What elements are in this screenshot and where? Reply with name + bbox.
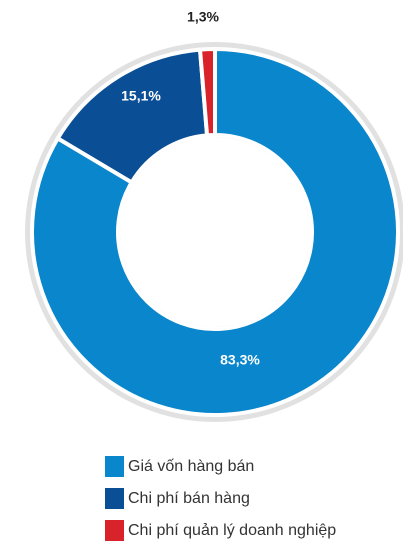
legend-label: Chi phí bán hàng — [128, 490, 250, 507]
data-label: 1,3% — [187, 9, 219, 25]
donut-slice — [197, 46, 217, 138]
donut-hole — [120, 137, 310, 327]
legend-swatch — [105, 488, 124, 509]
legend-label: Chi phí quản lý doanh nghiệp — [128, 522, 336, 539]
legend-swatch — [105, 520, 124, 541]
legend-label: Giá vốn hàng bán — [128, 458, 254, 475]
legend-swatch — [105, 456, 124, 477]
donut-slice — [30, 46, 400, 417]
data-label: 83,3% — [220, 352, 260, 368]
data-label: 15,1% — [121, 88, 161, 104]
